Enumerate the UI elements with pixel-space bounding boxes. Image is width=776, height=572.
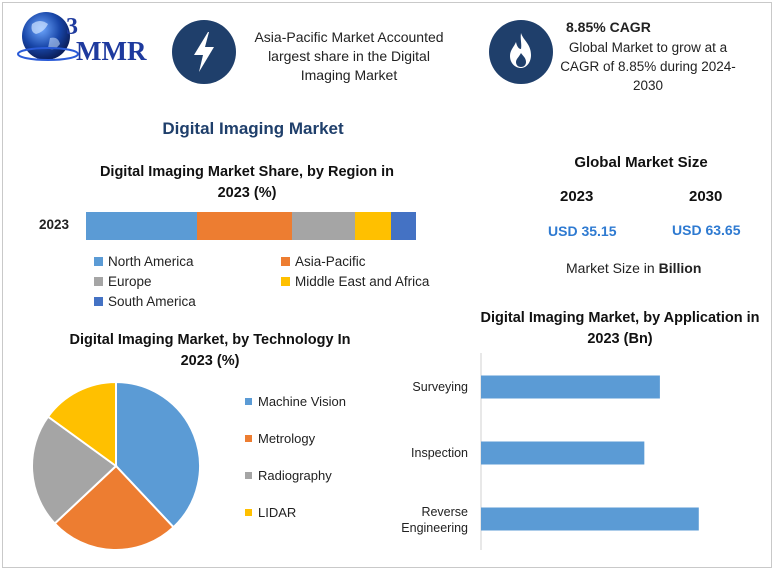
logo-badge: 3 bbox=[66, 14, 78, 40]
legend-label: Asia-Pacific bbox=[295, 254, 366, 269]
pie-slice-machine-vision bbox=[115, 380, 201, 529]
region-legend-item-europe: Europe bbox=[94, 274, 152, 289]
region-bar-segment-south-america bbox=[391, 212, 416, 240]
legend-swatch bbox=[245, 435, 252, 442]
market-note-unit: Billion bbox=[658, 260, 702, 276]
legend-swatch bbox=[245, 472, 252, 479]
legend-swatch bbox=[245, 509, 252, 516]
market-size-title: Global Market Size bbox=[574, 154, 708, 171]
technology-legend-item-radiography: Radiography bbox=[245, 468, 332, 483]
main-title: Digital Imaging Market bbox=[162, 119, 344, 138]
globe-icon bbox=[17, 12, 79, 61]
callout2-badge bbox=[489, 20, 553, 84]
market-year-2023: 2023 bbox=[560, 188, 594, 205]
market-size-note: Market Size in Billion bbox=[566, 260, 701, 276]
region-legend-item-middle-east-and-africa: Middle East and Africa bbox=[281, 274, 429, 289]
callout1-badge bbox=[172, 20, 236, 84]
pie-slice-metrology bbox=[53, 464, 175, 551]
technology-legend-item-metrology: Metrology bbox=[245, 431, 315, 446]
region-bar-segment-north-america bbox=[86, 212, 197, 240]
region-stacked-bar bbox=[86, 212, 416, 240]
legend-label: Radiography bbox=[258, 468, 332, 483]
legend-swatch bbox=[281, 257, 290, 266]
application-label-reverse-engineering: Reverse Engineering bbox=[401, 505, 468, 535]
legend-swatch bbox=[245, 398, 252, 405]
technology-pie-chart bbox=[31, 380, 201, 551]
application-bar-surveying bbox=[481, 375, 660, 399]
callout2-text: Global Market to grow at a CAGR of 8.85%… bbox=[560, 40, 736, 93]
mmr-logo: 3 MMR bbox=[14, 8, 154, 68]
legend-swatch bbox=[94, 277, 103, 286]
technology-legend-item-machine-vision: Machine Vision bbox=[245, 394, 346, 409]
region-bar-segment-europe bbox=[292, 212, 355, 240]
legend-swatch bbox=[281, 277, 290, 286]
legend-swatch bbox=[94, 297, 103, 306]
cagr-title: 8.85% CAGR bbox=[566, 19, 651, 35]
technology-legend-item-lidar: LIDAR bbox=[245, 505, 296, 520]
legend-label: South America bbox=[108, 294, 196, 309]
pie-slice-lidar bbox=[46, 380, 117, 468]
legend-label: Machine Vision bbox=[258, 394, 346, 409]
application-bar-inspection bbox=[481, 441, 645, 465]
legend-label: Europe bbox=[108, 274, 152, 289]
application-bar-chart bbox=[480, 353, 699, 550]
lightning-bolt-icon bbox=[194, 32, 214, 72]
market-year-2030: 2030 bbox=[689, 188, 723, 205]
application-label-surveying: Surveying bbox=[412, 380, 468, 394]
region-chart-title: Digital Imaging Market Share, by Region … bbox=[99, 164, 395, 201]
legend-label: LIDAR bbox=[258, 505, 297, 520]
application-chart-title: Digital Imaging Market, by Application i… bbox=[480, 310, 760, 347]
region-legend-item-south-america: South America bbox=[94, 294, 196, 309]
legend-label: North America bbox=[108, 254, 194, 269]
legend-label: Metrology bbox=[258, 431, 316, 446]
market-note-prefix: Market Size in bbox=[566, 260, 659, 276]
pie-slice-radiography bbox=[31, 415, 118, 525]
region-legend-item-north-america: North America bbox=[94, 254, 194, 269]
region-bar-segment-middle-east-and-africa bbox=[354, 212, 392, 240]
technology-chart-title: Digital Imaging Market, by Technology In… bbox=[69, 332, 351, 369]
region-bar-segment-asia-pacific bbox=[196, 212, 293, 240]
flame-icon bbox=[510, 33, 531, 68]
application-label-inspection: Inspection bbox=[411, 446, 468, 460]
region-legend-item-asia-pacific: Asia-Pacific bbox=[281, 254, 366, 269]
region-year-label: 2023 bbox=[39, 217, 70, 232]
legend-label: Middle East and Africa bbox=[295, 274, 430, 289]
logo-text: MMR bbox=[76, 36, 147, 66]
market-value-2023: USD 35.15 bbox=[548, 223, 617, 239]
callout1-text: Asia-Pacific Market Accounted largest sh… bbox=[254, 29, 444, 83]
application-bar-reverse-engineering bbox=[481, 507, 699, 531]
market-value-2030: USD 63.65 bbox=[672, 222, 741, 238]
legend-swatch bbox=[94, 257, 103, 266]
